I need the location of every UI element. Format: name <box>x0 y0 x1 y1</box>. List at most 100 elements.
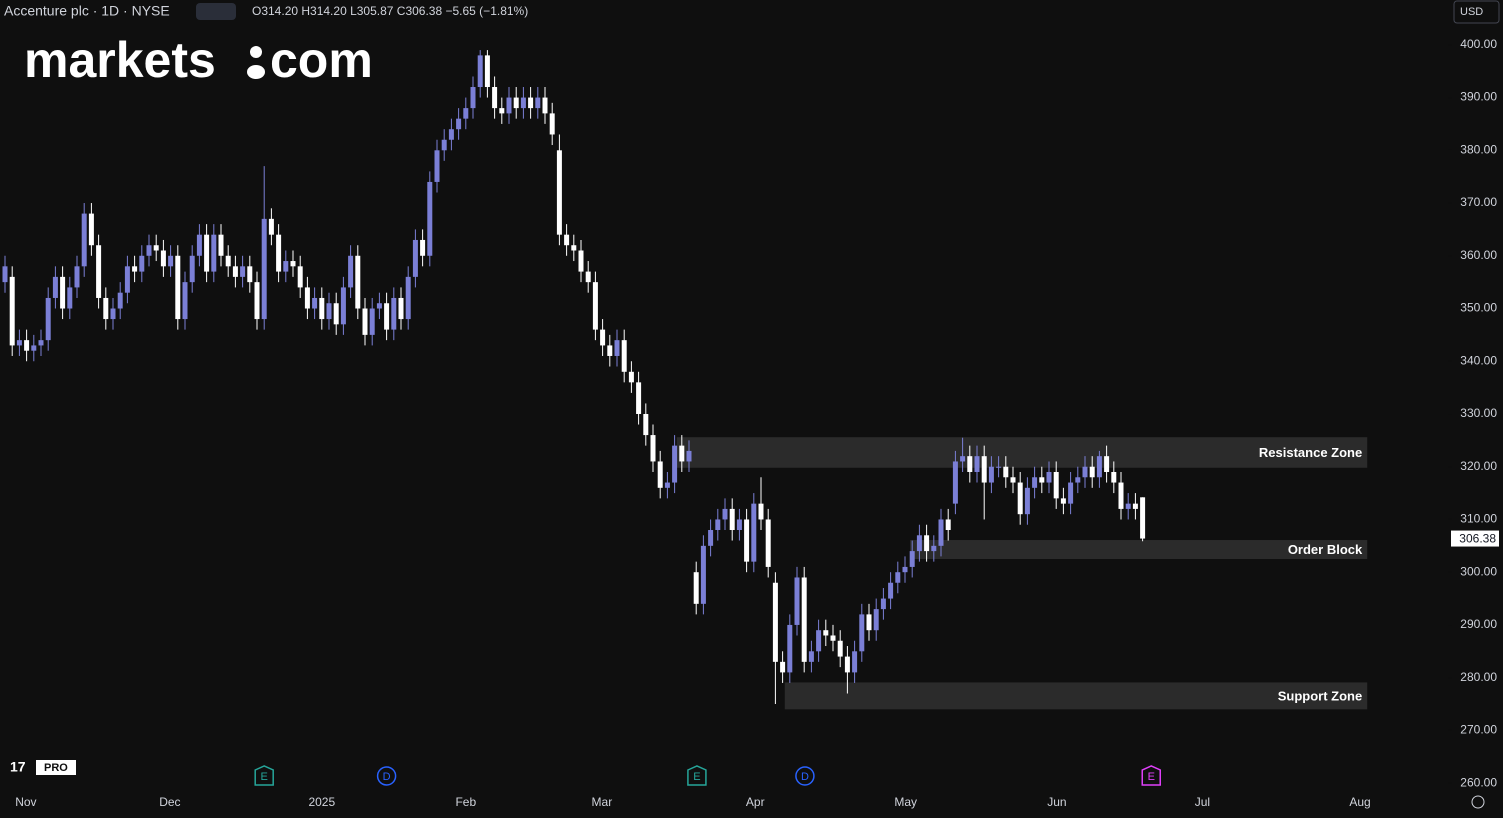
candle-body <box>355 255 361 309</box>
candle-body <box>1089 466 1095 478</box>
candle-body <box>110 308 116 320</box>
candle-body <box>614 340 620 356</box>
candle-body <box>211 234 217 272</box>
candle-body <box>686 450 692 462</box>
candle-body <box>484 55 490 88</box>
logo-dot <box>250 46 262 58</box>
candle-body <box>924 535 930 552</box>
candle-body <box>758 503 764 520</box>
candle-body <box>967 456 973 472</box>
zone-label: Support Zone <box>1278 688 1363 703</box>
candle-body <box>1010 477 1016 483</box>
candle-body <box>744 519 750 562</box>
candle-body <box>96 245 102 298</box>
candle-body <box>225 255 231 267</box>
event-label: D <box>801 771 809 783</box>
candle-body <box>751 503 757 562</box>
x-tick-label: May <box>894 795 917 809</box>
candle-body <box>1140 497 1146 539</box>
candle-body <box>268 218 274 235</box>
candle-body <box>938 519 944 546</box>
candle-body <box>1024 487 1030 515</box>
candle-body <box>902 566 908 573</box>
candle-body <box>9 276 15 346</box>
candle-body <box>981 456 987 483</box>
candle-body <box>888 582 894 599</box>
candle-body <box>412 239 418 277</box>
event-label: E <box>1148 771 1155 783</box>
event-icon <box>795 766 815 786</box>
logo-right: com <box>270 32 373 88</box>
candle-body <box>247 266 253 283</box>
currency[interactable]: USD <box>1460 6 1483 18</box>
candle-body <box>607 345 613 356</box>
candle-body <box>340 287 346 325</box>
candle-body <box>852 651 858 673</box>
candle-body <box>1125 503 1131 509</box>
event-label: E <box>261 771 268 783</box>
candle-body <box>780 661 786 673</box>
candle-body <box>434 150 440 182</box>
y-tick-label: 300.00 <box>1460 564 1497 578</box>
candle-body <box>880 598 886 610</box>
candle-body <box>319 297 325 320</box>
candle-body <box>952 461 958 504</box>
x-tick-label: Nov <box>15 795 36 809</box>
candle-body <box>664 482 670 488</box>
candle-body <box>456 118 462 130</box>
y-tick-label: 380.00 <box>1460 142 1497 156</box>
candle-body <box>1132 503 1138 509</box>
candle-body <box>441 139 447 151</box>
currency-button[interactable] <box>1453 0 1500 24</box>
settings-icon[interactable] <box>1471 795 1485 809</box>
candle-body <box>765 519 771 567</box>
candle-body <box>592 282 598 330</box>
candle-body <box>1075 477 1081 483</box>
x-tick-label: Jun <box>1047 795 1066 809</box>
plot: Resistance Zone Order Block Support Zone <box>2 50 1368 710</box>
candle-body <box>650 435 656 462</box>
candle-body <box>1003 466 1009 478</box>
y-tick-label: 350.00 <box>1460 301 1497 315</box>
candle-body <box>772 582 778 662</box>
candle-body <box>124 266 130 293</box>
candle-body <box>117 292 123 309</box>
badge-bg <box>36 760 76 775</box>
x-tick-label: Mar <box>592 795 613 809</box>
candle-body <box>1096 456 1102 478</box>
candle-body <box>722 508 728 520</box>
candle-body <box>657 461 663 488</box>
candle-body <box>628 371 634 383</box>
zone-label: Order Block <box>1288 542 1363 557</box>
event-icon <box>1141 765 1161 786</box>
candle-body <box>463 108 469 119</box>
candle-body <box>160 250 166 267</box>
candle-body <box>564 234 570 246</box>
candle-body <box>837 640 843 657</box>
status-pill[interactable] <box>196 3 236 20</box>
candle-body <box>52 276 58 298</box>
x-tick-label: 2025 <box>308 795 335 809</box>
x-tick-label: Jul <box>1195 795 1210 809</box>
candle-body <box>103 297 109 320</box>
candle-body <box>60 276 66 309</box>
candle-body <box>290 261 296 267</box>
candle-body <box>787 624 793 673</box>
candle-body <box>556 150 562 235</box>
candle-body <box>261 218 267 320</box>
candle-body <box>578 250 584 272</box>
candle-body <box>384 303 390 330</box>
candle-body <box>672 445 678 483</box>
candle-body <box>1060 498 1066 504</box>
candle-body <box>1111 471 1117 483</box>
candle-body <box>693 572 699 604</box>
candle-body <box>866 614 872 631</box>
candle-body <box>240 266 246 277</box>
candle-body <box>232 266 238 277</box>
candle-body <box>2 266 8 283</box>
candle-body <box>31 345 37 351</box>
candle-body <box>916 535 922 552</box>
candle-body <box>420 239 426 256</box>
candle-body <box>931 545 937 552</box>
candle-body <box>808 651 814 662</box>
